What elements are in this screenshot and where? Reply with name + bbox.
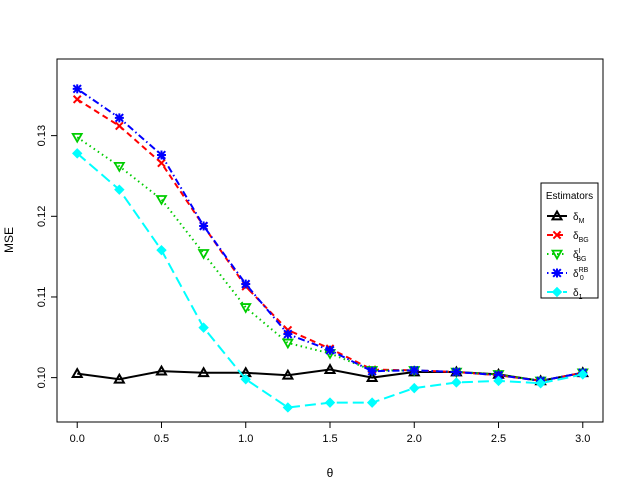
plot-frame	[56, 58, 604, 423]
y-tick-label: 0.13	[36, 125, 48, 146]
series-1	[72, 95, 588, 386]
data-point	[577, 369, 588, 380]
data-point	[70, 367, 84, 378]
data-point	[114, 184, 125, 195]
x-tick-label: 0.0	[70, 433, 85, 445]
legend-label: δRB 0	[573, 267, 589, 282]
x-tick-label: 2.0	[407, 433, 422, 445]
data-point	[409, 365, 419, 375]
data-point	[241, 279, 251, 289]
data-point	[156, 244, 167, 256]
data-point	[325, 345, 335, 355]
data-point	[198, 322, 209, 333]
data-point	[156, 150, 167, 160]
legend-marker	[552, 268, 562, 278]
data-point	[451, 367, 461, 377]
data-point	[239, 303, 252, 314]
x-axis: 0.0 0.5 1.0 1.5 2.0 2.5 3.0	[70, 422, 590, 445]
data-point	[493, 375, 504, 387]
x-tick-label: 3.0	[575, 433, 590, 445]
data-point	[114, 113, 124, 123]
y-axis: 0.10 0.11 0.12 0.13	[36, 125, 57, 388]
data-point	[535, 378, 546, 389]
data-point	[197, 249, 210, 260]
data-point	[282, 402, 294, 413]
data-point	[283, 329, 293, 339]
data-point	[72, 84, 82, 94]
y-tick-label: 0.12	[36, 206, 48, 227]
y-tick-label: 0.10	[36, 367, 48, 388]
data-point	[451, 377, 462, 388]
data-point	[113, 162, 126, 173]
legend-marker	[552, 230, 562, 240]
data-point	[324, 397, 336, 408]
data-point	[240, 374, 251, 385]
data-point	[113, 372, 126, 384]
y-axis-label: MSE	[2, 227, 16, 253]
data-point	[115, 121, 124, 131]
x-axis-label: θ	[327, 466, 334, 480]
series-line	[76, 88, 583, 382]
legend-marker	[551, 286, 563, 298]
data-point	[281, 368, 295, 380]
data-point	[323, 363, 337, 374]
data-point	[365, 371, 379, 383]
data-point	[199, 221, 209, 231]
data-point	[367, 366, 377, 376]
legend-title: Estimators	[546, 191, 593, 202]
legend-marker	[550, 209, 564, 221]
series-3	[72, 84, 588, 386]
x-tick-label: 1.5	[322, 433, 337, 445]
data-point	[197, 366, 210, 378]
data-point	[72, 148, 83, 159]
series-layer	[70, 84, 590, 413]
data-point	[157, 158, 166, 168]
legend-item: δM	[547, 209, 585, 225]
data-point	[409, 382, 420, 394]
data-point	[366, 397, 378, 408]
legend-item: δ1	[547, 286, 583, 301]
series-line	[76, 136, 583, 382]
legend-item: δRB 0	[547, 267, 589, 282]
data-point	[72, 95, 82, 104]
legend-box	[540, 182, 599, 299]
legend-item: δBG	[547, 230, 589, 244]
x-tick-label: 1.0	[238, 433, 253, 445]
x-tick-label: 0.5	[154, 433, 169, 445]
series-line	[76, 98, 583, 382]
legend-marker	[550, 249, 564, 261]
legend-item: δI BG	[547, 248, 586, 263]
x-tick-label: 2.5	[491, 433, 506, 445]
y-tick-label: 0.11	[36, 287, 48, 308]
data-point	[71, 132, 84, 144]
data-point	[281, 338, 294, 350]
data-point	[155, 195, 168, 206]
legend-label: δ1	[573, 288, 583, 301]
legend-items: δM δBG δI BG δRB 0 δ1	[547, 209, 589, 301]
legend-label: δM	[573, 212, 585, 225]
legend-label: δBG	[573, 231, 589, 244]
legend-label: δI BG	[573, 248, 586, 263]
series-4	[72, 148, 588, 413]
legend: Estimators δM δBG δI BG δRB 0 δ1	[540, 182, 599, 301]
data-point	[155, 364, 168, 376]
